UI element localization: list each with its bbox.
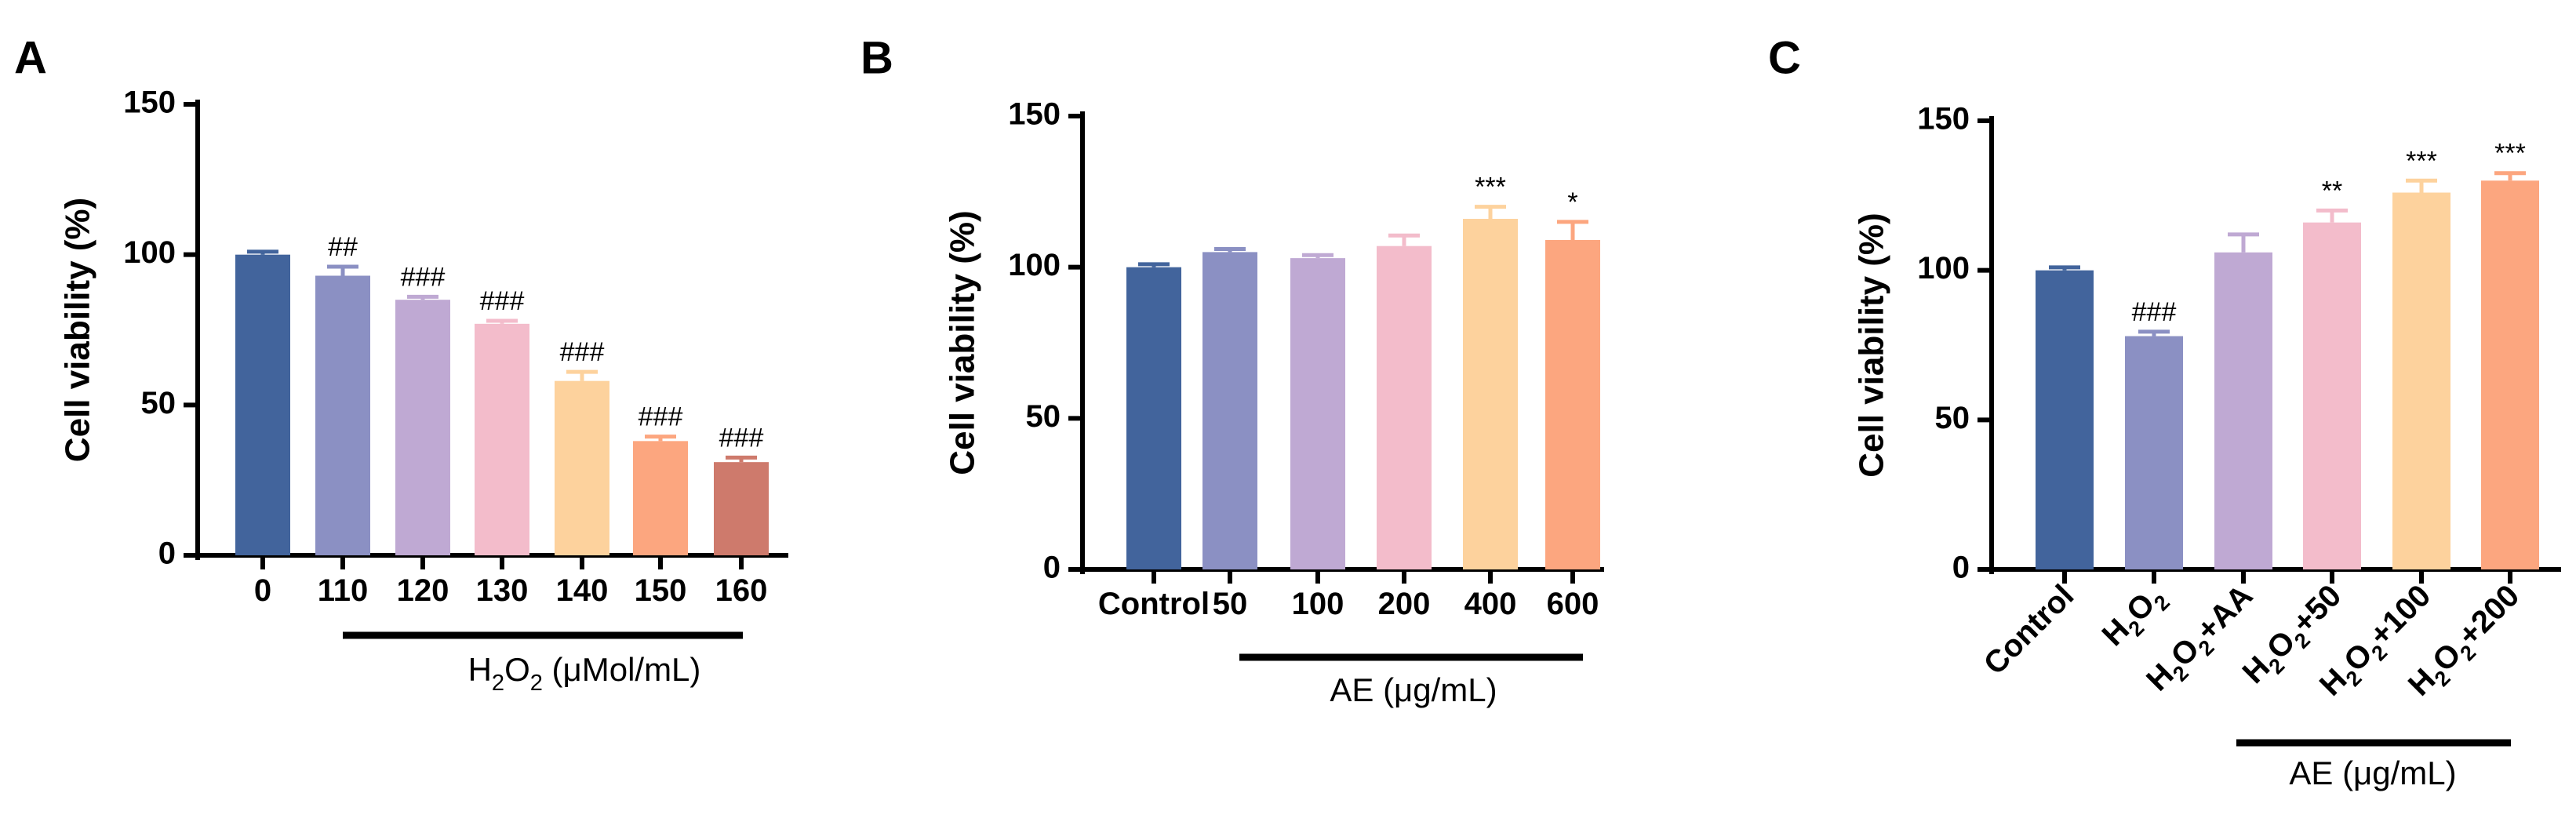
x-tick-label: 160: [715, 573, 768, 608]
significance-label: ###: [2132, 297, 2177, 327]
text-run: AE (μg/mL): [1330, 671, 1497, 708]
text-run: 140: [556, 573, 609, 608]
x-tick-label: 120: [397, 573, 449, 608]
y-tick-label: 150: [1008, 97, 1061, 132]
text-run: O: [504, 651, 530, 688]
bar: [2214, 252, 2272, 569]
x-tick-label: 200: [1378, 587, 1431, 621]
significance-label: ###: [480, 286, 525, 316]
x-tick-label: H2O2: [2096, 578, 2174, 657]
y-tick-label: 0: [1952, 551, 1970, 585]
significance-label: ***: [1475, 173, 1506, 202]
text-run: 110: [318, 573, 369, 608]
bar: [633, 441, 688, 555]
text-run: 100: [1292, 587, 1344, 621]
significance-label: ###: [639, 402, 683, 432]
y-tick-label: 0: [158, 536, 176, 571]
x-tick-label: 130: [476, 573, 529, 608]
text-run: AE (μg/mL): [2289, 755, 2456, 791]
bar: [714, 462, 769, 555]
y-axis-label: Cell viability (%): [59, 198, 97, 462]
x-tick-label: 140: [556, 573, 609, 608]
panel-c: C 0 50 100 150 Cell viability (%) Control ### H2…: [1768, 32, 2561, 791]
bar: [1545, 239, 1600, 569]
x-tick-label: 110: [318, 573, 369, 608]
bar: [2481, 180, 2539, 569]
y-tick-label: 50: [141, 386, 176, 420]
x-tick-label: 400: [1464, 587, 1517, 621]
x-tick-label: 100: [1292, 587, 1344, 621]
y-tick-label: 100: [1008, 248, 1061, 282]
text-run: 120: [397, 573, 449, 608]
bar: [2036, 270, 2094, 569]
significance-label: **: [2322, 176, 2342, 206]
text-run: Control: [1977, 578, 2081, 682]
bar: [475, 323, 529, 555]
panel-label: A: [14, 32, 47, 83]
y-tick-label: 150: [123, 85, 176, 120]
x-tick-label: 0: [254, 573, 271, 608]
significance-label: ##: [328, 232, 358, 262]
bar: [555, 380, 609, 555]
bar: [1126, 267, 1181, 569]
bar: [2125, 336, 2183, 569]
bar: [1377, 246, 1432, 569]
y-tick-label: 100: [1917, 251, 1970, 286]
panel-a: A 0 50 100 150 Cell viability (%) 0 ## 110 ### 120…: [14, 32, 788, 696]
x-tick-label: 50: [1213, 587, 1248, 621]
panel-label: C: [1768, 32, 1801, 83]
y-axis-label: Cell viability (%): [944, 210, 982, 475]
significance-label: ***: [2494, 139, 2526, 169]
bar: [235, 254, 290, 555]
group-label: AE (μg/mL): [1330, 671, 1497, 708]
group-label: H2O2 (μMol/mL): [468, 651, 701, 696]
bar: [1463, 219, 1518, 569]
x-tick-label: 150: [635, 573, 687, 608]
significance-label: ***: [2406, 146, 2437, 176]
text-run: 0: [254, 573, 271, 608]
text-run: Control: [1098, 587, 1210, 621]
text-run: 200: [1378, 587, 1431, 621]
y-tick-label: 50: [1935, 401, 1970, 435]
bar: [315, 275, 370, 555]
significance-label: ###: [719, 423, 764, 453]
text-run: 400: [1464, 587, 1517, 621]
y-tick-label: 100: [123, 235, 176, 270]
bar: [2392, 192, 2450, 569]
y-axis-label: Cell viability (%): [1853, 213, 1891, 477]
text-run: 150: [635, 573, 687, 608]
bar: [395, 300, 450, 555]
text-run: 160: [715, 573, 768, 608]
text-run: H: [468, 651, 492, 688]
group-label: AE (μg/mL): [2289, 755, 2456, 791]
text-run: 50: [1213, 587, 1248, 621]
bar: [1290, 258, 1345, 569]
subscript: 2: [530, 671, 543, 696]
y-tick-label: 150: [1917, 102, 1970, 136]
x-tick-label: 600: [1547, 587, 1599, 621]
x-tick-label: Control: [1977, 578, 2081, 682]
panel-label: B: [860, 32, 893, 83]
x-tick-label: Control: [1098, 587, 1210, 621]
text-run: 600: [1547, 587, 1599, 621]
significance-label: ###: [560, 337, 605, 367]
significance-label: ###: [401, 262, 446, 292]
subscript: 2: [492, 671, 504, 696]
text-run: (μMol/mL): [543, 651, 701, 688]
bar: [1202, 252, 1257, 569]
y-tick-label: 50: [1026, 399, 1061, 434]
bar: [2303, 222, 2361, 569]
y-tick-label: 0: [1043, 551, 1061, 585]
significance-label: *: [1567, 187, 1577, 217]
text-run: 130: [476, 573, 529, 608]
